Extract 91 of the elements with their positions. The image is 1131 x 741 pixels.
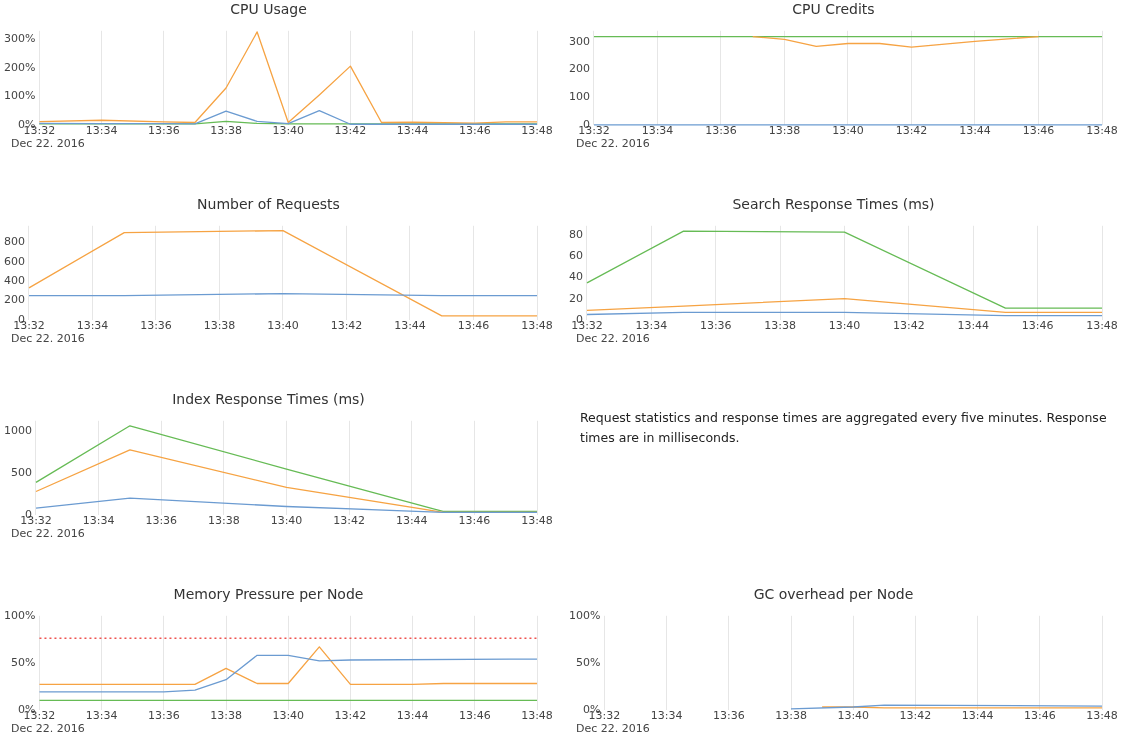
x-tick-label: 13:34	[635, 319, 668, 333]
x-tick-label: 13:34	[82, 514, 115, 528]
x-tick-label: 13:40	[272, 709, 305, 723]
y-tick-label: 20	[569, 291, 583, 305]
y-tick-label: 80	[569, 228, 583, 242]
text: Dec 22. 2016	[11, 137, 85, 151]
x-tick-label: 13:46	[458, 124, 491, 138]
x-tick-label: 13:48	[1086, 319, 1118, 333]
x-tick-label: 13:48	[1086, 124, 1118, 138]
y-tick-label: 200	[4, 293, 25, 307]
y-tick-label: 800	[4, 235, 25, 249]
text: Dec 22. 2016	[576, 137, 650, 151]
y-tick-label: 300%	[3, 32, 36, 46]
y-tick-label: 400	[4, 273, 25, 287]
x-tick-label: 13:42	[899, 709, 932, 723]
x-tick-label: 13:40	[270, 514, 303, 528]
x-tick-label: 13:38	[208, 514, 240, 528]
x-tick-label: 13:44	[396, 124, 429, 138]
chart-title: Index Response Times (ms)	[172, 391, 365, 408]
x-tick-label: 13:40	[837, 709, 870, 723]
x-tick-label: 13:48	[1086, 709, 1118, 723]
x-tick-label: 13:42	[895, 124, 928, 138]
x-tick-label: 13:34	[641, 124, 674, 138]
x-tick-label: 13:38	[210, 124, 242, 138]
chart-title: Number of Requests	[197, 196, 340, 213]
chart-title: CPU Usage	[230, 1, 307, 18]
x-tick-label: 13:36	[705, 124, 737, 138]
x-tick-label: 13:46	[1021, 319, 1054, 333]
y-tick-label: 100%	[568, 608, 601, 622]
x-tick-label: 13:34	[650, 709, 683, 723]
y-tick-label: 100%	[3, 608, 36, 622]
x-tick-label: 13:48	[521, 709, 553, 723]
x-tick-label: 13:42	[893, 319, 925, 333]
y-tick-label: 600	[4, 254, 25, 268]
text: Dec 22. 2016	[576, 332, 650, 346]
x-tick-label: 13:40	[267, 319, 299, 333]
x-tick-label: 13:38	[768, 124, 801, 138]
x-tick-label: 13:36	[699, 319, 732, 333]
y-tick-label: 50%	[575, 655, 601, 669]
chart-title: GC overhead per Node	[753, 586, 914, 603]
y-tick-label: 50%	[10, 655, 36, 669]
x-tick-label: 13:44	[394, 319, 426, 333]
x-tick-label: 13:44	[959, 124, 991, 138]
text: Dec 22. 2016	[576, 722, 650, 736]
x-tick-label: 13:46	[1023, 709, 1056, 723]
y-tick-label: 40	[569, 270, 583, 284]
x-tick-label: 13:36	[145, 514, 178, 528]
chart-title: Search Response Times (ms)	[732, 196, 935, 213]
x-tick-label: 13:46	[458, 709, 491, 723]
y-tick-label: 300	[569, 34, 590, 48]
x-tick-label: 13:40	[828, 319, 861, 333]
y-tick-label: 200	[569, 62, 590, 76]
y-tick-label: 200%	[3, 60, 36, 74]
y-tick-label: 500	[10, 466, 32, 480]
x-tick-label: 13:42	[334, 124, 367, 138]
text: Dec 22. 2016	[11, 527, 85, 541]
x-tick-label: 13:42	[334, 709, 367, 723]
x-tick-label: 13:40	[272, 124, 305, 138]
x-tick-label: 13:38	[764, 319, 796, 333]
x-tick-label: 13:44	[396, 709, 429, 723]
x-tick-label: 13:46	[1022, 124, 1055, 138]
y-tick-label: 100%	[3, 89, 36, 103]
x-tick-label: 13:44	[961, 709, 994, 723]
x-tick-label: 13:48	[521, 124, 553, 138]
chart-title: CPU Credits	[792, 1, 875, 18]
chart-title: Memory Pressure per Node	[173, 586, 364, 603]
y-tick-label: 100	[569, 90, 590, 104]
x-tick-label: 13:44	[395, 514, 428, 528]
text: Dec 22. 2016	[11, 332, 85, 346]
y-tick-label: 1000	[3, 424, 32, 438]
y-tick-label: 60	[569, 249, 583, 263]
x-tick-label: 13:42	[330, 319, 363, 333]
x-tick-label: 13:44	[957, 319, 990, 333]
x-tick-label: 13:34	[85, 709, 118, 723]
text: Dec 22. 2016	[11, 722, 85, 736]
x-tick-label: 13:46	[457, 319, 490, 333]
x-tick-label: 13:48	[521, 319, 553, 333]
x-tick-label: 13:38	[775, 709, 807, 723]
x-tick-label: 13:36	[712, 709, 745, 723]
x-tick-label: 13:38	[203, 319, 236, 333]
x-tick-label: 13:42	[333, 514, 365, 528]
x-tick-label: 13:34	[85, 124, 118, 138]
x-tick-label: 13:36	[147, 124, 180, 138]
x-tick-label: 13:36	[147, 709, 180, 723]
x-tick-label: 13:34	[76, 319, 109, 333]
x-tick-label: 13:40	[832, 124, 864, 138]
x-tick-label: 13:36	[140, 319, 172, 333]
x-tick-label: 13:48	[521, 514, 553, 528]
x-tick-label: 13:46	[458, 514, 491, 528]
text: Request statistics and response times are aggregated every five minutes. Response times are in milliseconds.	[580, 409, 1108, 447]
x-tick-label: 13:38	[210, 709, 242, 723]
